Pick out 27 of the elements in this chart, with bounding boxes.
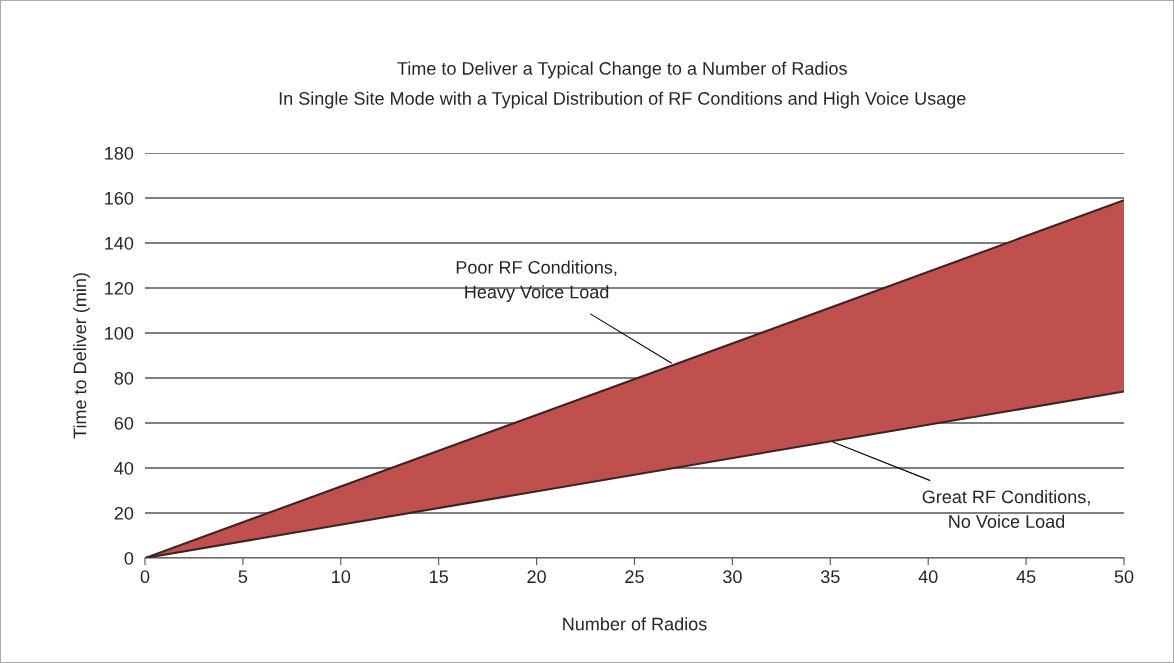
y-tick-label: 140: [105, 236, 134, 250]
x-tick-label: 35: [820, 570, 840, 584]
y-tick-label: 180: [105, 146, 134, 160]
x-tick-label: 30: [723, 570, 742, 584]
y-tick-label: 60: [114, 416, 134, 430]
annotation: Great RF Conditions, No Voice Load: [922, 489, 1090, 528]
chart-subtitle: In Single Site Mode with a Typical Distribution of RF Conditions and High Voice Usage: [279, 91, 966, 109]
x-tick-label: 40: [918, 570, 938, 584]
y-tick-label: 160: [105, 191, 134, 205]
x-tick-label: 50: [1114, 570, 1134, 584]
y-tick-label: 100: [105, 326, 134, 340]
y-tick-label: 120: [105, 281, 134, 295]
x-tick-label: 20: [527, 570, 546, 584]
annotation: Poor RF Conditions, Heavy Voice Load: [456, 260, 617, 303]
y-tick-label: 0: [124, 551, 134, 565]
x-tick-label: 10: [332, 570, 351, 584]
x-axis-title: Number of Radios: [563, 617, 707, 631]
x-tick-label: 15: [430, 570, 448, 584]
y-axis-title: Time to Deliver (min): [73, 273, 90, 439]
chart-title: Time to Deliver a Typical Change to a Number of Radios: [397, 61, 847, 79]
y-tick-label: 40: [114, 461, 134, 475]
x-tick-label: 5: [238, 570, 248, 584]
x-tick-label: 25: [625, 570, 644, 584]
x-tick-label: 0: [140, 570, 150, 584]
y-tick-label: 80: [114, 371, 134, 385]
y-tick-label: 20: [114, 506, 134, 520]
x-tick-label: 45: [1016, 570, 1036, 584]
